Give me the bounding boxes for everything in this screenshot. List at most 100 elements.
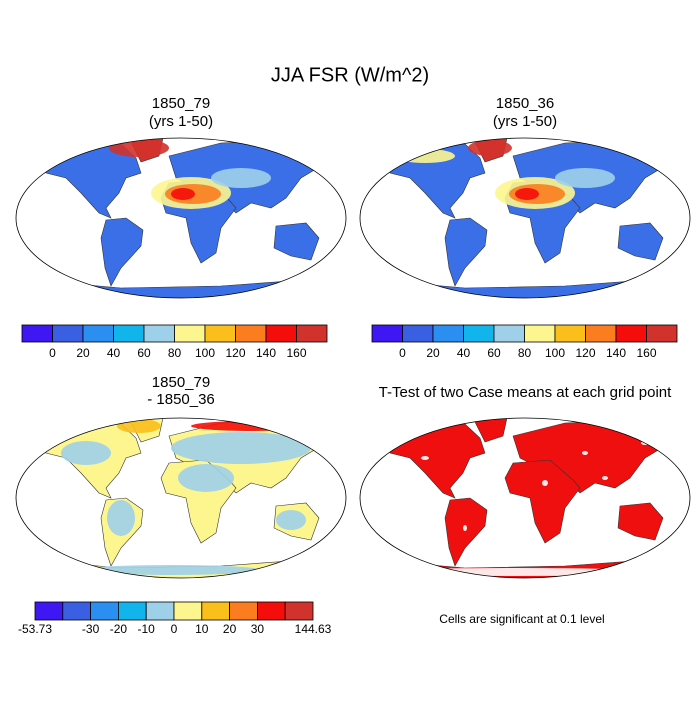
colorbar-label: 80	[168, 346, 182, 360]
land	[16, 139, 346, 298]
colorbar-box	[145, 601, 175, 621]
panel-title: (yrs 1-50)	[493, 113, 557, 130]
colorbar-label: 144.63	[295, 622, 332, 636]
map-content	[16, 138, 346, 298]
colorbar-box	[265, 324, 297, 343]
colorbar-label: 140	[256, 346, 276, 360]
field-patch	[109, 139, 169, 157]
field-patch	[555, 168, 615, 188]
globe-outline	[359, 137, 691, 299]
colorbar-label: 0	[399, 346, 406, 360]
field-patch	[395, 149, 455, 163]
panel-title: T-Test of two Case means at each grid po…	[379, 384, 672, 401]
colorbar-label: 140	[606, 346, 626, 360]
colorbar-box	[62, 601, 91, 621]
map	[15, 137, 347, 299]
colorbar-box	[284, 601, 314, 621]
map	[359, 417, 691, 579]
colorbar-box	[173, 601, 203, 621]
colorbar-label: 100	[195, 346, 215, 360]
colorbar-label: 30	[251, 622, 265, 636]
field-patch	[171, 432, 311, 464]
map	[15, 417, 347, 579]
map	[359, 137, 691, 299]
globe-outline	[359, 417, 691, 579]
colorbar-label: 80	[518, 346, 532, 360]
field-patch	[463, 525, 467, 531]
colorbar-box	[143, 324, 175, 343]
colorbar-label: -20	[110, 622, 128, 636]
colorbar-label: 60	[137, 346, 151, 360]
colorbar-label: 20	[76, 346, 90, 360]
colorbar-box	[204, 324, 236, 343]
colorbar-box	[615, 324, 647, 343]
map-content	[16, 418, 346, 578]
colorbar-label: 160	[636, 346, 656, 360]
globe-outline	[15, 137, 347, 299]
field-patch	[375, 568, 655, 576]
colorbar-label: 20	[223, 622, 237, 636]
colorbar-label: 40	[457, 346, 471, 360]
field-patch	[602, 476, 608, 480]
field-patch	[468, 140, 512, 156]
colorbar-box	[201, 601, 231, 621]
colorbar-box	[463, 324, 495, 343]
panel-title: (yrs 1-50)	[149, 113, 213, 130]
colorbar-box	[113, 324, 145, 343]
colorbar-label: 120	[575, 346, 595, 360]
panel-title: 1850_36	[496, 95, 554, 112]
colorbar-label: 0	[49, 346, 56, 360]
colorbar-box	[256, 601, 286, 621]
colorbar-box	[296, 324, 328, 343]
field-patch	[211, 168, 271, 188]
colorbar-box	[90, 601, 119, 621]
field-patch	[191, 421, 311, 431]
colorbar-box	[52, 324, 84, 343]
colorbar-label: 60	[487, 346, 501, 360]
colorbar-box	[554, 324, 586, 343]
colorbar-label: 20	[426, 346, 440, 360]
colorbar-label: 160	[286, 346, 306, 360]
globe-outline	[15, 417, 347, 579]
field-patch	[542, 480, 548, 486]
panel-title: 1850_79	[152, 374, 210, 391]
field-patch	[582, 451, 588, 455]
colorbar-box	[585, 324, 617, 343]
colorbar-box	[371, 324, 403, 343]
colorbar-label: 100	[545, 346, 565, 360]
colorbar-label: -53.73	[18, 622, 52, 636]
field-patch	[171, 188, 195, 200]
panel-title: - 1850_36	[147, 391, 215, 408]
colorbar-box	[432, 324, 464, 343]
field-patch	[421, 456, 429, 460]
field-patch	[117, 419, 161, 433]
field-patch	[81, 565, 261, 575]
field-patch	[178, 464, 234, 492]
field-patch	[107, 500, 135, 536]
colorbar-box	[229, 601, 258, 621]
colorbar-box	[174, 324, 206, 343]
colorbar-label: -10	[138, 622, 156, 636]
colorbar-box	[118, 601, 147, 621]
land	[360, 139, 690, 298]
panel-note: Cells are significant at 0.1 level	[439, 612, 604, 626]
colorbar-box	[524, 324, 556, 343]
field-patch	[515, 188, 539, 200]
figure-title: JJA FSR (W/m^2)	[271, 64, 429, 86]
colorbar-label: 40	[107, 346, 121, 360]
colorbar-label: 0	[171, 622, 178, 636]
colorbar-box	[493, 324, 525, 343]
colorbar-label: 10	[195, 622, 209, 636]
panel-title: 1850_79	[152, 95, 210, 112]
field-patch	[61, 441, 111, 465]
colorbar-box	[21, 324, 53, 343]
colorbar-label: -30	[82, 622, 100, 636]
colorbar-label: 120	[225, 346, 245, 360]
colorbar-box	[646, 324, 678, 343]
field-patch	[276, 510, 306, 530]
colorbar-box	[402, 324, 434, 343]
colorbar-box	[235, 324, 267, 343]
colorbar-box	[82, 324, 114, 343]
colorbar-box	[34, 601, 64, 621]
